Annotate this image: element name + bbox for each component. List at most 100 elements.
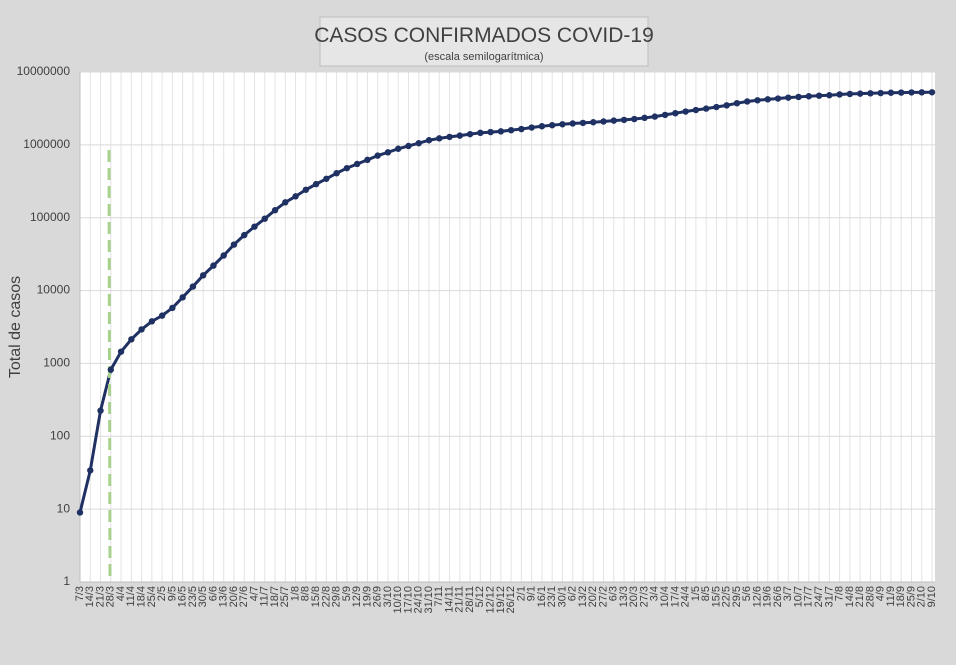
- x-tick-label: 9/1: [526, 586, 538, 601]
- x-tick-label: 17/10: [402, 586, 414, 614]
- x-tick-label: 28/3: [105, 586, 117, 607]
- data-point: [846, 90, 854, 98]
- data-point: [312, 180, 320, 188]
- data-point: [785, 94, 792, 101]
- data-point: [620, 116, 628, 124]
- y-tick-label: 1000000: [23, 137, 70, 151]
- x-tick-label: 25/4: [146, 586, 158, 607]
- x-tick-label: 7/8: [834, 586, 846, 601]
- x-tick-label: 28/8: [864, 586, 876, 607]
- data-point: [436, 135, 443, 142]
- x-tick-label: 26/12: [505, 586, 517, 614]
- data-point: [466, 130, 474, 138]
- chart-subtitle: (escala semilogarítmica): [424, 51, 543, 63]
- x-tick-label: 22/8: [320, 586, 332, 607]
- x-tick-label: 20/2: [587, 586, 599, 607]
- x-tick-label: 20/3: [628, 586, 640, 607]
- data-point: [148, 318, 156, 325]
- data-point: [364, 156, 371, 164]
- data-point: [723, 102, 730, 109]
- data-point: [651, 113, 659, 120]
- data-point: [128, 336, 135, 343]
- x-tick-label: 1/8: [289, 586, 301, 601]
- x-tick-label: 5/9: [341, 586, 353, 601]
- data-point: [836, 91, 843, 98]
- y-tick-label: 10000000: [17, 64, 71, 78]
- data-point: [600, 118, 607, 125]
- x-tick-label: 27/3: [638, 586, 650, 607]
- x-tick-label: 18/7: [269, 586, 281, 607]
- data-point: [76, 509, 84, 516]
- data-point: [292, 193, 299, 200]
- data-point: [230, 241, 238, 248]
- x-tick-label: 19/6: [762, 586, 774, 607]
- data-point: [343, 164, 351, 172]
- data-point: [795, 93, 802, 101]
- data-point: [641, 114, 648, 122]
- data-point: [282, 199, 289, 206]
- data-point: [774, 95, 782, 102]
- x-tick-label: 31/7: [823, 586, 835, 607]
- x-tick-label: 10/7: [792, 586, 804, 607]
- data-point: [456, 132, 464, 139]
- data-point: [661, 111, 669, 119]
- x-tick-label: 29/8: [331, 586, 343, 607]
- data-point: [507, 126, 515, 134]
- x-tick-label: 10/10: [392, 586, 404, 614]
- data-point: [548, 121, 556, 129]
- x-tick-label: 2/1: [515, 586, 527, 601]
- x-tick-label: 25/7: [279, 586, 291, 607]
- data-point: [856, 90, 864, 97]
- data-point: [179, 294, 186, 301]
- x-tick-label: 19/12: [495, 586, 507, 614]
- x-tick-label: 13/2: [577, 586, 589, 607]
- data-point: [713, 103, 720, 111]
- y-tick-label: 10000: [37, 283, 71, 297]
- data-point: [918, 89, 925, 96]
- x-tick-label: 8/8: [300, 586, 312, 601]
- x-tick-label: 13/3: [618, 586, 630, 607]
- x-tick-label: 14/11: [443, 586, 455, 613]
- x-tick-label: 2/5: [156, 586, 168, 601]
- x-tick-label: 17/4: [669, 586, 681, 607]
- data-point: [158, 312, 166, 319]
- y-tick-label: 100000: [30, 210, 70, 224]
- x-tick-label: 11/9: [885, 586, 897, 607]
- x-tick-label: 11/4: [125, 586, 137, 607]
- x-tick-label: 1/5: [690, 586, 702, 601]
- x-tick-label: 2/10: [916, 586, 928, 607]
- dots: [76, 89, 936, 516]
- data-point: [446, 133, 453, 141]
- data-point: [189, 283, 197, 290]
- x-tick-label: 26/9: [372, 586, 384, 607]
- x-tick-label: 23/5: [187, 586, 199, 607]
- chart-title: CASOS CONFIRMADOS COVID-19: [314, 24, 654, 47]
- data-point: [107, 366, 114, 373]
- y-tick-label: 1: [63, 574, 70, 588]
- x-tick-label: 3/4: [649, 586, 661, 601]
- data-point: [241, 231, 248, 239]
- data-point: [867, 90, 874, 97]
- data-point: [353, 160, 361, 168]
- data-point: [702, 105, 710, 112]
- data-point: [395, 145, 402, 152]
- x-tick-label: 4/9: [875, 586, 887, 601]
- data-point: [610, 117, 617, 124]
- x-tick-label: 6/2: [567, 586, 579, 601]
- x-tick-label: 24/4: [680, 586, 692, 607]
- x-tick-label: 14/3: [84, 586, 96, 607]
- data-point: [405, 142, 412, 150]
- y-tick-label: 100: [50, 428, 70, 442]
- x-tick-label: 31/10: [423, 586, 435, 614]
- x-tick-label: 14/8: [844, 586, 856, 607]
- data-point: [384, 149, 392, 156]
- x-tick-label: 3/10: [382, 586, 394, 607]
- data-point: [928, 89, 936, 96]
- x-tick-label: 30/5: [197, 586, 209, 607]
- data-point: [518, 125, 525, 133]
- x-tick-label: 22/5: [721, 586, 733, 607]
- data-point: [682, 108, 689, 115]
- x-tick-label: 27/6: [238, 586, 250, 607]
- data-point: [87, 467, 94, 474]
